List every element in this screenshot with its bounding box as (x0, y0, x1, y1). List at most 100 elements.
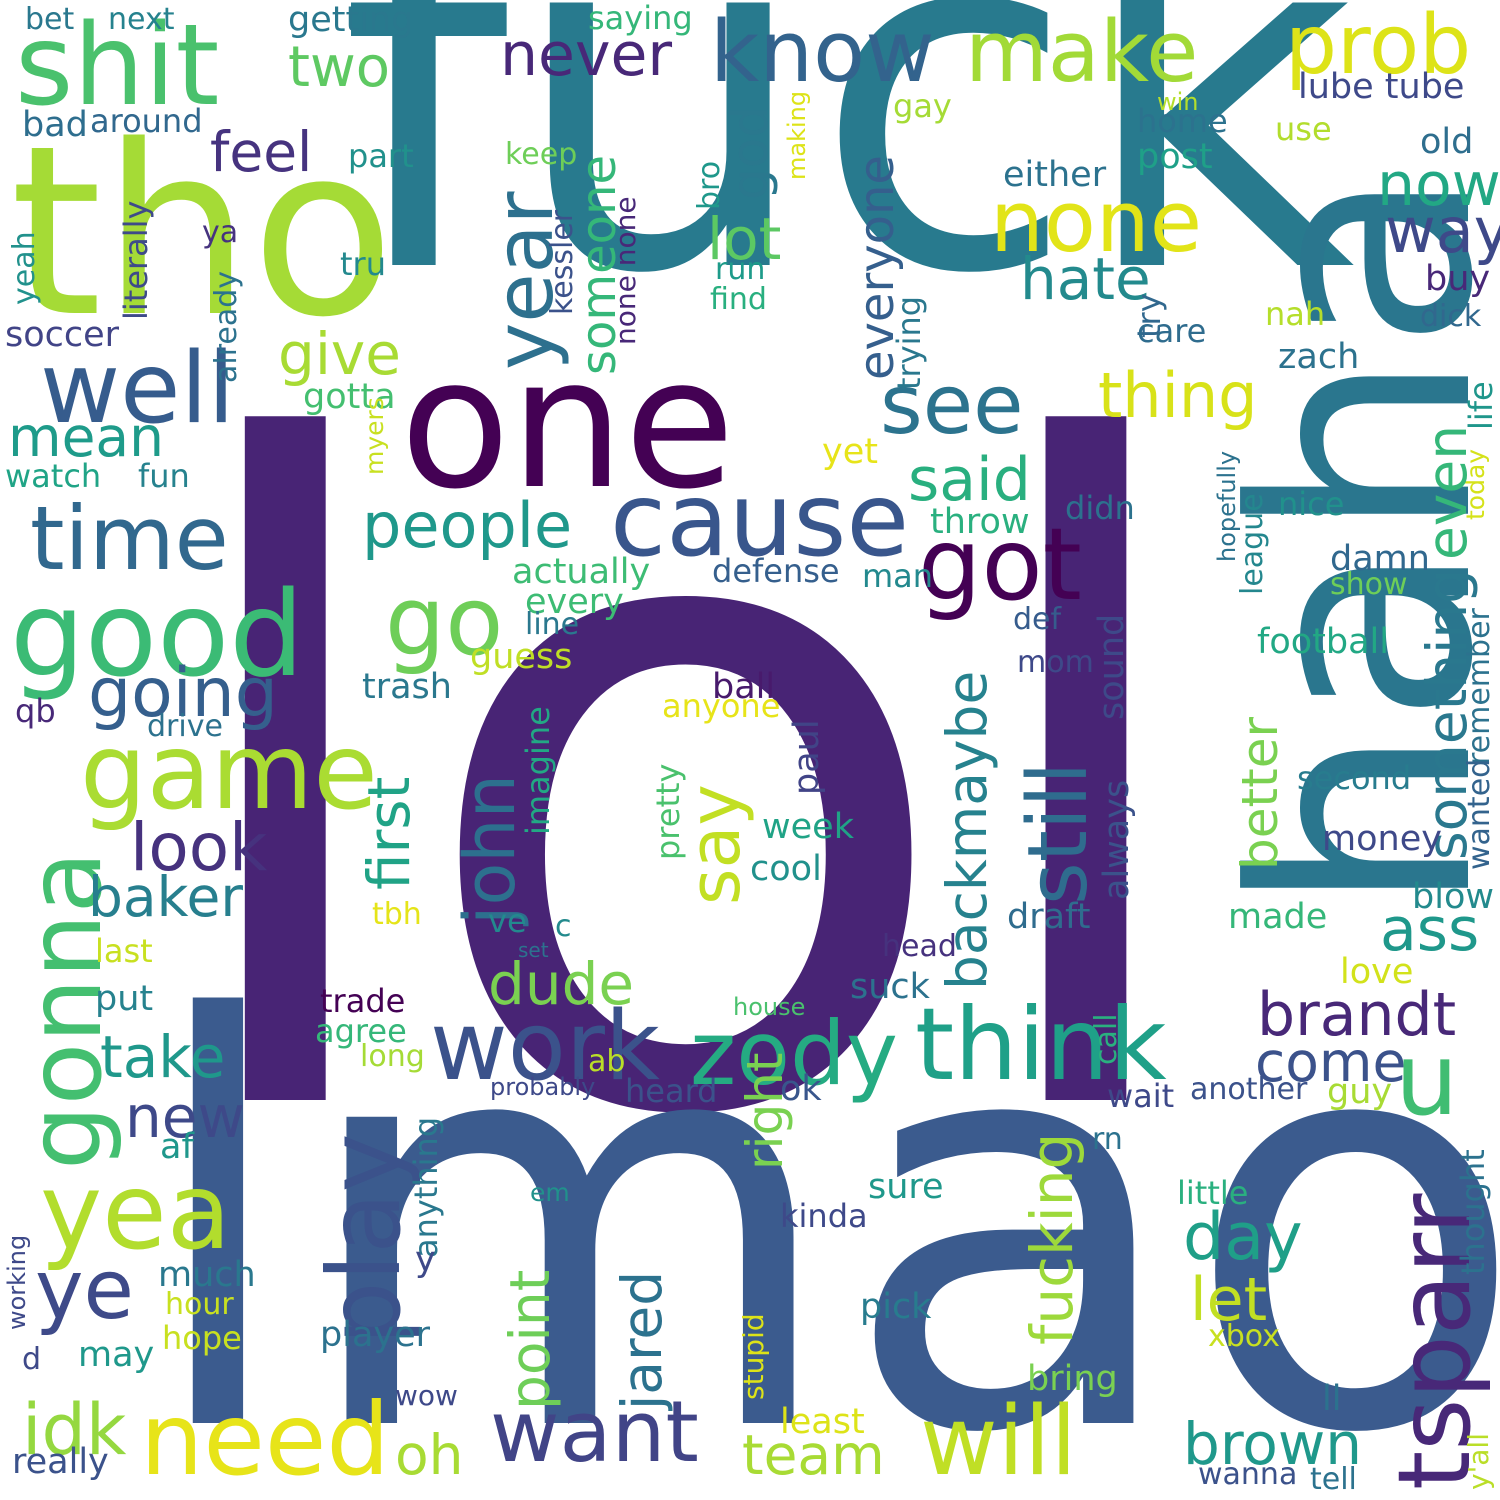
word-damn: damn (1330, 539, 1430, 579)
word-literally: literally (117, 200, 155, 321)
word-imagine: imagine (519, 706, 557, 835)
word-love: love (1340, 952, 1414, 992)
word-wait: wait (1107, 1077, 1175, 1115)
word-fun: fun (138, 457, 190, 495)
word-see: see (880, 358, 1024, 453)
word-bring: bring (1027, 1359, 1118, 1399)
word-feel: feel (210, 120, 313, 184)
word-really: really (12, 1442, 109, 1482)
word-ye: ye (35, 1243, 134, 1338)
word-mom: mom (1017, 645, 1094, 680)
word-hate: hate (1020, 245, 1151, 313)
word-set: set (518, 938, 549, 962)
word-got: got (918, 506, 1082, 623)
word-blow: blow (1412, 877, 1494, 917)
word-better: better (1231, 716, 1289, 870)
word-remember: remember (1462, 608, 1497, 765)
word-zody: zody (690, 1002, 898, 1105)
word-mean: mean (8, 405, 164, 469)
word-one: one (400, 320, 735, 529)
word-fucking: fucking (1018, 1132, 1086, 1345)
word-paul: paul (787, 719, 827, 795)
word-working: working (3, 1234, 31, 1330)
word-league: league (1235, 493, 1270, 595)
word-saying: saying (588, 0, 693, 37)
word-care: care (1137, 312, 1207, 350)
word-cause: cause (610, 461, 910, 580)
word-life: life (1462, 381, 1500, 430)
word-yall: y'all (1462, 1433, 1495, 1490)
word-take: take (100, 1023, 226, 1091)
word-trade: trade (320, 982, 406, 1020)
word-need: need (140, 1381, 390, 1498)
word-head: head (882, 929, 957, 964)
word-made: made (1228, 897, 1328, 937)
word-week: week (762, 807, 854, 847)
word-ok: ok (780, 1069, 822, 1109)
word-lmao: lmao (140, 904, 1500, 1500)
word-defense: defense (712, 552, 840, 590)
word-football: football (1257, 622, 1389, 662)
word-man: man (862, 557, 934, 595)
word-right: right (736, 1052, 794, 1170)
word-oh: oh (395, 1423, 464, 1487)
word-brandt: brandt (1257, 980, 1457, 1050)
word-next: next (108, 2, 175, 37)
word-soccer: soccer (5, 315, 120, 355)
word-may: may (78, 1335, 155, 1375)
word-either: either (1003, 155, 1107, 195)
word-want: want (490, 1383, 699, 1482)
word-throw: throw (930, 502, 1030, 542)
word-sound: sound (1092, 613, 1132, 720)
word-good: good (10, 565, 305, 703)
word-look: look (130, 809, 268, 886)
word-didn: didn (1065, 489, 1135, 527)
word-qb: qb (15, 692, 56, 730)
word-jared: jared (610, 1270, 674, 1410)
word-d: d (22, 1342, 42, 1377)
word-know: know (710, 3, 935, 102)
word-keep: keep (505, 137, 578, 172)
word-ab: ab (588, 1044, 626, 1079)
word-little: little (1177, 1174, 1249, 1212)
word-tho: tho (10, 96, 395, 369)
word-long: long (360, 1039, 425, 1074)
word-now: now (1377, 150, 1500, 220)
word-ball: ball (712, 667, 776, 707)
word-hope: hope (162, 1319, 242, 1357)
word-let: let (1190, 1265, 1268, 1335)
word-time: time (30, 487, 229, 590)
word-making: making (783, 90, 811, 180)
word-think: think (915, 986, 1167, 1103)
word-around: around (90, 102, 203, 140)
word-come: come (1255, 1030, 1407, 1094)
word-old: old (1420, 122, 1474, 162)
word-wanna: wanna (1198, 1457, 1298, 1492)
word-bad: bad (22, 105, 88, 145)
word-people: people (362, 489, 573, 562)
word-well: well (40, 332, 235, 446)
word-said: said (908, 445, 1031, 515)
word-rn: rn (1092, 1122, 1123, 1157)
word-suck: suck (850, 967, 930, 1007)
word-stupid: stupid (737, 1313, 770, 1400)
word-nah: nah (1265, 295, 1326, 333)
word-drive: drive (147, 709, 223, 744)
word-second: second (1297, 759, 1412, 797)
word-lube-tube: lube tube (1298, 67, 1465, 107)
word-team: team (742, 1423, 885, 1487)
word-going: going (88, 654, 278, 733)
word-line: line (525, 607, 580, 642)
word-every: every (525, 582, 624, 622)
word-way: way (1385, 194, 1500, 267)
word-tru: tru (340, 245, 386, 283)
word-dude: dude (488, 950, 635, 1018)
word-post: post (1137, 137, 1213, 177)
word-sure: sure (868, 1167, 944, 1207)
word-trying: trying (890, 295, 928, 390)
word-house: house (733, 993, 806, 1021)
word-trash: trash (362, 667, 452, 707)
word-give: give (278, 320, 401, 388)
word-af: af (160, 1127, 194, 1167)
